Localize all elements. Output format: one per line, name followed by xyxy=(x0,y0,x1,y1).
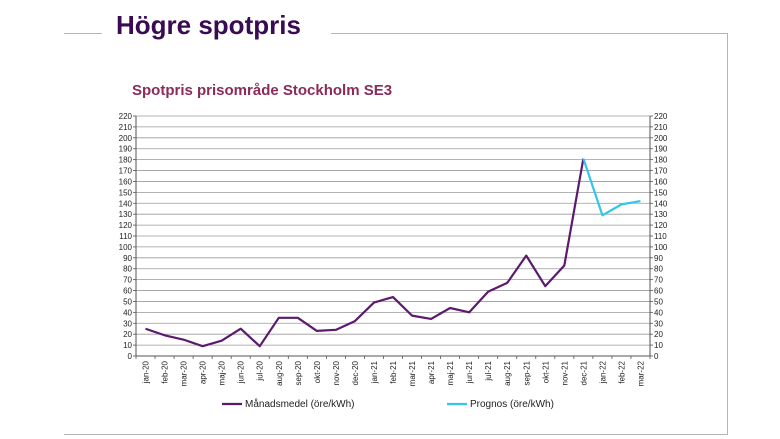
x-tick-label: sep-21 xyxy=(522,360,531,385)
y-tick-label-right: 120 xyxy=(654,221,668,230)
x-tick-label: dec-20 xyxy=(351,360,360,385)
y-tick-label-left: 110 xyxy=(119,232,132,241)
y-tick-label-right: 140 xyxy=(654,199,668,208)
x-tick-label: mar-22 xyxy=(636,360,645,386)
x-tick-label: feb-21 xyxy=(389,360,398,383)
y-tick-label-right: 40 xyxy=(654,308,663,317)
y-tick-label-right: 10 xyxy=(654,341,663,350)
series-layer xyxy=(145,158,641,348)
y-tick-label-right: 170 xyxy=(654,167,668,176)
y-tick-label-left: 90 xyxy=(123,254,132,263)
title-rule-right xyxy=(331,33,728,34)
y-tick-label-right: 90 xyxy=(654,254,663,263)
y-tick-label-right: 110 xyxy=(654,232,667,241)
x-tick-label: jun-20 xyxy=(237,360,246,384)
y-tick-label-left: 10 xyxy=(123,341,132,350)
series-line-monthly-average xyxy=(145,158,585,348)
x-tick-label: jan-21 xyxy=(370,360,379,384)
y-tick-label-right: 180 xyxy=(654,156,668,165)
frame-right-border xyxy=(727,33,728,435)
y-tick-label-left: 190 xyxy=(119,145,133,154)
y-tick-label-right: 0 xyxy=(654,352,659,361)
x-tick-label: okt-21 xyxy=(541,360,550,383)
y-tick-label-left: 150 xyxy=(119,188,133,197)
y-tick-label-right: 190 xyxy=(654,145,668,154)
y-tick-label-right: 130 xyxy=(654,210,668,219)
x-tick-label: jun-21 xyxy=(465,360,474,384)
y-tick-label-right: 210 xyxy=(654,123,668,132)
x-tick-label: nov-20 xyxy=(332,360,341,385)
y-tick-label-left: 100 xyxy=(119,243,133,252)
y-tick-label-right: 30 xyxy=(654,319,663,328)
y-tick-label-right: 160 xyxy=(654,177,668,186)
y-tick-label-left: 140 xyxy=(119,199,133,208)
x-tick-label: jul-20 xyxy=(256,360,265,381)
x-tick-label: aug-21 xyxy=(503,360,512,385)
x-tick-label: mar-21 xyxy=(408,360,417,386)
x-tick-label: dec-21 xyxy=(579,360,588,385)
series-line-forecast xyxy=(582,158,641,217)
y-tick-label-left: 80 xyxy=(123,265,132,274)
y-tick-label-left: 40 xyxy=(123,308,132,317)
y-tick-label-right: 150 xyxy=(654,188,668,197)
x-tick-label: nov-21 xyxy=(560,360,569,385)
y-tick-label-left: 220 xyxy=(119,112,133,121)
y-tick-label-left: 130 xyxy=(119,210,133,219)
y-tick-label-right: 20 xyxy=(654,330,663,339)
y-tick-label-left: 60 xyxy=(123,287,132,296)
y-tick-label-left: 20 xyxy=(123,330,132,339)
y-tick-label-left: 180 xyxy=(119,156,133,165)
y-tick-label-left: 0 xyxy=(128,352,133,361)
legend-label: Månadsmedel (öre/kWh) xyxy=(245,398,354,410)
y-tick-label-right: 50 xyxy=(654,297,663,306)
y-tick-label-right: 220 xyxy=(654,112,668,121)
x-tick-label: sep-20 xyxy=(294,360,303,385)
y-tick-label-left: 170 xyxy=(119,167,133,176)
x-tick-label: maj-21 xyxy=(446,360,455,385)
x-tick-label: jan-22 xyxy=(598,360,607,384)
y-tick-label-left: 160 xyxy=(119,177,133,186)
chart-title: Spotpris prisområde Stockholm SE3 xyxy=(132,82,393,99)
y-tick-label-left: 120 xyxy=(119,221,133,230)
x-tick-label: maj-20 xyxy=(218,360,227,385)
x-tick-label: apr-20 xyxy=(199,360,208,384)
grid-layer xyxy=(136,115,650,346)
x-tick-label: mar-20 xyxy=(180,360,189,386)
frame-bottom-border xyxy=(64,434,728,435)
x-tick-label: apr-21 xyxy=(427,360,436,384)
y-tick-label-right: 60 xyxy=(654,287,663,296)
y-tick-label-left: 200 xyxy=(119,134,133,143)
x-tick-label: aug-20 xyxy=(275,360,284,385)
y-tick-label-right: 200 xyxy=(654,134,668,143)
x-tick-label: feb-22 xyxy=(617,360,626,383)
y-tick-label-right: 100 xyxy=(654,243,668,252)
y-tick-label-left: 210 xyxy=(119,123,133,132)
y-tick-label-right: 80 xyxy=(654,265,663,274)
y-tick-label-right: 70 xyxy=(654,276,663,285)
y-tick-label-left: 30 xyxy=(123,319,132,328)
legend-label: Prognos (öre/kWh) xyxy=(470,399,554,410)
legend-layer: Månadsmedel (öre/kWh) Prognos (öre/kWh) xyxy=(222,398,554,410)
slide-title: Högre spotpris xyxy=(116,10,301,40)
x-tick-label: jul-21 xyxy=(484,360,493,381)
x-tick-label: feb-20 xyxy=(161,360,170,383)
title-rule-left xyxy=(64,33,102,34)
x-tick-label: okt-20 xyxy=(313,360,322,383)
x-tick-label: jan-20 xyxy=(142,360,151,384)
y-tick-label-left: 70 xyxy=(123,276,132,285)
y-tick-label-left: 50 xyxy=(123,297,132,306)
